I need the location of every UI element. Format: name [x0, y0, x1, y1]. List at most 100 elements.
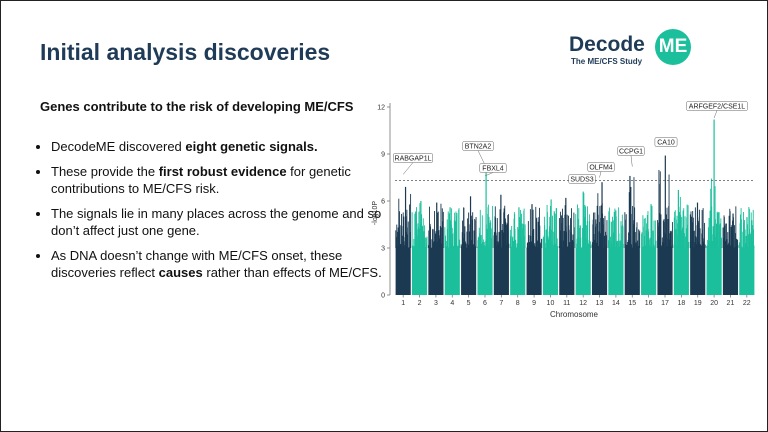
chromosome-band-1	[395, 248, 411, 295]
chromosome-band-13	[591, 248, 608, 295]
chromosome-band-11	[559, 248, 575, 295]
slide-subtitle: Genes contribute to the risk of developi…	[40, 99, 354, 114]
x-tick-label: 22	[743, 300, 751, 307]
x-tick-label: 1	[401, 300, 405, 307]
chromosome-band-5	[461, 248, 477, 295]
bullet-item: These provide the first robust evidence …	[51, 163, 396, 197]
chromosome-band-2	[411, 248, 428, 295]
gene-label: RABGAP1L	[395, 156, 432, 163]
y-tick-label: 9	[381, 152, 385, 159]
chromosome-points-20	[706, 119, 722, 249]
bullet-text: The signals lie in many places across th…	[51, 206, 382, 238]
logo-tagline: The ME/CFS Study	[571, 57, 643, 66]
x-axis-label: Chromosome	[550, 310, 599, 319]
x-tick-label: 14	[612, 300, 620, 307]
x-tick-label: 19	[694, 300, 702, 307]
chromosome-points-2	[411, 201, 428, 248]
x-tick-label: 10	[547, 300, 555, 307]
chromosome-band-6	[477, 248, 493, 295]
chromosome-points-1	[395, 186, 412, 248]
bullet-item: The signals lie in many places across th…	[51, 205, 396, 239]
x-tick-label: 3	[434, 300, 438, 307]
x-tick-label: 15	[628, 300, 636, 307]
gene-label: CCPG1	[619, 149, 643, 156]
x-tick-label: 9	[532, 300, 536, 307]
bullet-item: As DNA doesn’t change with ME/CFS onset,…	[51, 247, 396, 281]
chromosome-band-16	[641, 248, 657, 295]
bullet-item: DecodeME discovered eight genetic signal…	[51, 138, 396, 155]
chromosome-band-19	[690, 248, 706, 295]
manhattan-plot: RABGAP1L BTN2A2 FBXL4 SUDS3 OLFM4 CCPG1 CA10 AR…	[372, 101, 755, 319]
chromosome-points-11	[558, 197, 575, 248]
bullet-text: As DNA doesn’t change with ME/CFS onset,…	[51, 248, 343, 280]
chromosome-points-4	[444, 207, 461, 248]
y-tick-label: 6	[381, 199, 385, 206]
bullet-emphasis: eight genetic signals.	[185, 139, 318, 154]
chromosome-band-12	[575, 248, 591, 295]
chromosome-points-14	[608, 207, 624, 248]
logo-badge: ME	[655, 29, 691, 65]
chromosome-band-8	[510, 248, 526, 295]
chromosome-band-22	[739, 248, 755, 295]
x-tick-label: 18	[677, 300, 685, 307]
chromosome-points-7	[493, 194, 510, 248]
chromosome-points-3	[428, 202, 444, 248]
chromosome-points-10	[542, 199, 559, 248]
chromosome-points-17	[657, 155, 673, 248]
bullet-text: rather than effects of ME/CFS.	[202, 265, 382, 280]
bullet-text: These provide the	[51, 164, 159, 179]
chromosome-points-19	[689, 202, 706, 248]
x-tick-label: 20	[710, 300, 718, 307]
bullet-text: for genetic contributions to ME/CFS risk…	[51, 164, 351, 196]
gene-label: SUDS3	[570, 177, 593, 184]
x-tick-label: 4	[450, 300, 454, 307]
chromosome-band-17	[657, 248, 673, 295]
logo-word: Decode	[569, 33, 645, 56]
chromosome-band-3	[428, 248, 444, 295]
gene-label: ARFGEF2/CSE1L	[689, 104, 746, 111]
chromosome-band-9	[526, 248, 542, 295]
bullet-emphasis: causes	[158, 265, 203, 280]
chromosome-band-7	[493, 248, 509, 295]
gene-label: OLFM4	[589, 165, 612, 172]
chromosome-points-5	[460, 196, 477, 248]
x-tick-label: 6	[483, 300, 487, 307]
gene-label: CA10	[657, 140, 675, 147]
x-tick-label: 8	[516, 300, 520, 307]
chromosome-points-13	[591, 182, 608, 248]
x-tick-label: 13	[596, 300, 604, 307]
x-tick-label: 12	[579, 300, 587, 307]
x-tick-label: 5	[467, 300, 471, 307]
bullet-emphasis: first robust evidence	[158, 164, 287, 179]
chromosome-points-8	[509, 207, 526, 248]
x-tick-label: 2	[418, 300, 422, 307]
chromosome-points-9	[526, 204, 542, 248]
slide-title: Initial analysis discoveries	[40, 39, 331, 65]
chromosome-band-20	[706, 248, 722, 295]
chromosome-points-21	[722, 206, 739, 248]
x-axis-ticks: 1 2 3 4 5 6 7 8 9 10 11 12 13 14 15 16 17 18 19 20 21 22	[401, 295, 751, 307]
bullet-text: DecodeME discovered	[51, 139, 186, 154]
y-tick-label: 3	[381, 246, 385, 253]
data-points	[395, 119, 755, 295]
decodeme-logo: Decode ME The ME/CFS Study	[569, 29, 699, 75]
y-tick-label: 0	[381, 293, 385, 300]
chromosome-band-4	[444, 248, 460, 295]
chromosome-band-21	[722, 248, 739, 295]
x-tick-label: 16	[645, 300, 653, 307]
chromosome-points-22	[738, 206, 755, 248]
chromosome-points-15	[624, 175, 641, 248]
gene-label: FBXL4	[482, 166, 504, 173]
y-axis-label: -log10P	[372, 201, 379, 225]
chromosome-points-6	[477, 164, 493, 248]
chromosome-band-14	[608, 248, 624, 295]
x-tick-label: 21	[727, 300, 735, 307]
gene-annotations: RABGAP1L BTN2A2 FBXL4 SUDS3 OLFM4 CCPG1 CA10 AR…	[393, 101, 748, 184]
bullet-list: DecodeME discovered eight genetic signal…	[29, 138, 396, 289]
chromosome-points-18	[673, 190, 690, 248]
y-axis-ticks: 0 3 6 9 12	[377, 105, 390, 300]
x-tick-label: 11	[563, 300, 570, 307]
chromosome-points-16	[640, 204, 657, 248]
y-tick-label: 12	[377, 105, 385, 112]
